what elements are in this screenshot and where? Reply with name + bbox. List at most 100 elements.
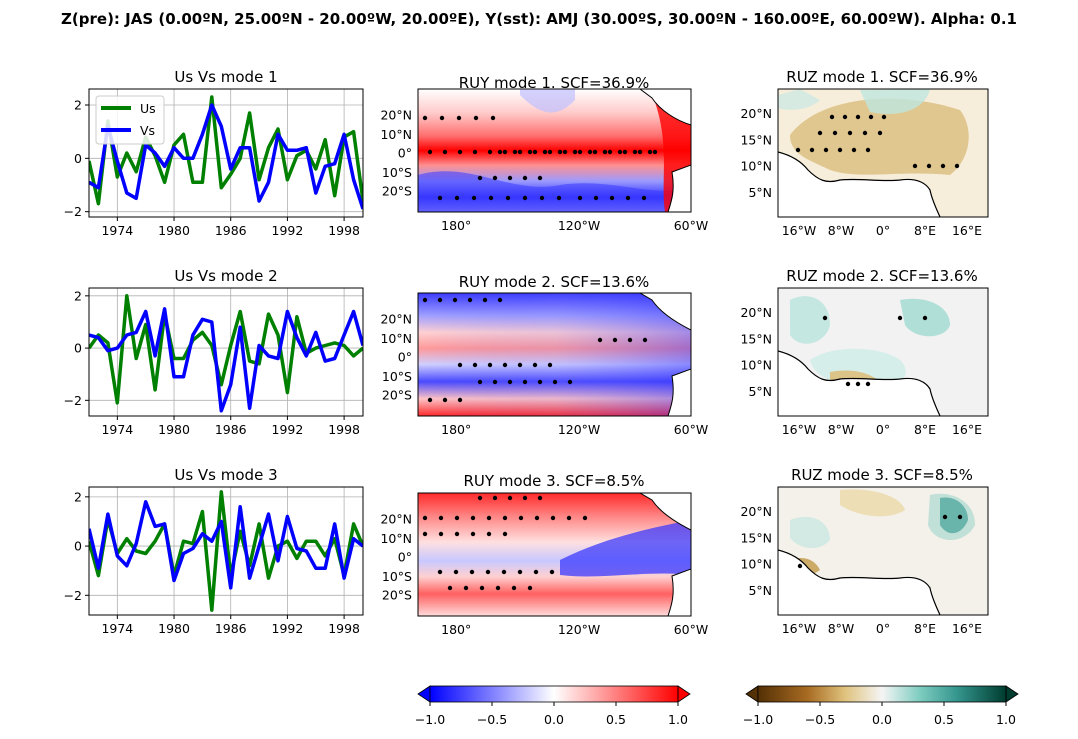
y-tick-label: 20°N	[740, 305, 772, 320]
sst-cold-band	[560, 520, 691, 577]
ruz-title-mode-3: RUZ mode 3. SCF=8.5%	[791, 466, 973, 484]
significance-dot	[550, 515, 556, 521]
colorbar-precip: −1.0 −0.5 0.0 0.5 1.0	[743, 685, 1019, 727]
significance-dot	[881, 114, 887, 120]
ts-title-mode-2: Us Vs mode 2	[174, 267, 277, 285]
y-tick-label: 5°N	[748, 583, 772, 598]
ruy-title-mode-1: RUY mode 1. SCF=36.9%	[459, 74, 650, 92]
significance-dot	[829, 114, 835, 120]
significance-dot	[457, 149, 463, 155]
significance-dot	[957, 514, 963, 520]
coastline	[778, 549, 941, 615]
colorbar-extend-high	[1005, 685, 1019, 703]
x-tick-label: 1992	[272, 621, 304, 636]
series-line-vs	[89, 307, 363, 413]
sst-cold-east	[418, 293, 691, 416]
x-tick-label: 1980	[158, 223, 190, 238]
significance-dot	[823, 147, 829, 153]
significance-dot	[486, 531, 492, 537]
map-frame	[417, 492, 692, 617]
significance-dot	[652, 149, 658, 155]
ocean	[778, 152, 940, 217]
significance-dot	[438, 515, 444, 521]
significance-dot	[517, 149, 523, 155]
x-tick-label: 1992	[272, 422, 304, 437]
y-tick-label: 5°N	[748, 384, 772, 399]
legend-label-vs: Vs	[140, 123, 155, 138]
significance-dot	[487, 362, 493, 368]
y-tick-label: 0°	[398, 145, 412, 160]
significance-dot	[502, 531, 508, 537]
significance-dot	[922, 315, 928, 321]
significance-dot	[479, 585, 485, 591]
significance-dot	[437, 195, 443, 201]
significance-dot	[422, 515, 428, 521]
significance-dot	[612, 337, 618, 343]
significance-dot	[527, 149, 533, 155]
significance-dot	[865, 381, 871, 387]
ruz-title-mode-2: RUZ mode 2. SCF=13.6%	[786, 267, 977, 285]
x-tick-label: 1998	[328, 223, 360, 238]
significance-dot	[492, 379, 498, 385]
significance-dot	[517, 569, 523, 575]
significance-dot	[522, 495, 528, 501]
ts-axes-frame	[88, 287, 364, 417]
colorbar-tick-label: 1.0	[668, 712, 688, 727]
ts-panel-mode-3: Us Vs mode 3 1974 1980 1986 1992 1998 −2 0 2	[64, 466, 364, 636]
significance-dot	[642, 337, 648, 343]
x-tick-label: 16°E	[952, 223, 982, 238]
significance-dot	[597, 337, 603, 343]
sst-cold-patch	[520, 89, 575, 113]
map-frame	[777, 88, 989, 218]
x-tick-label: 1992	[272, 223, 304, 238]
significance-dot	[469, 569, 475, 575]
significance-dot	[472, 149, 478, 155]
significance-dot	[470, 531, 476, 537]
series-line-vs	[89, 103, 363, 210]
africa-map-mode-1: RUZ mode 1. SCF=36.9% 16°W 8°W 0° 8°E 16°E 20…	[740, 68, 989, 238]
significance-dot	[617, 149, 623, 155]
y-tick-label: 5°N	[748, 185, 772, 200]
significance-dot	[447, 585, 453, 591]
colorbar-sst: −1.0 −0.5 0.0 0.5 1.0	[415, 685, 691, 727]
significance-dot	[471, 195, 477, 201]
x-tick-label: 8°E	[914, 223, 936, 238]
significance-dot	[507, 495, 513, 501]
significance-dot	[592, 149, 598, 155]
significance-dot	[534, 515, 540, 521]
colorbar-extend-low	[745, 685, 759, 703]
significance-dot	[512, 149, 518, 155]
x-tick-label: 8°E	[914, 621, 936, 636]
colorbar-tick-label: 1.0	[996, 712, 1016, 727]
x-tick-label: 1998	[328, 621, 360, 636]
significance-dot	[954, 163, 960, 169]
x-tick-label: 1980	[158, 621, 190, 636]
significance-dot	[593, 195, 599, 201]
colorbar-tick-label: 0.5	[606, 712, 626, 727]
significance-dot	[537, 379, 543, 385]
x-tick-label: 1986	[215, 621, 247, 636]
significance-dot	[940, 163, 946, 169]
significance-dot	[457, 397, 463, 403]
significance-dot	[482, 297, 488, 303]
y-tick-label: 10°N	[380, 127, 412, 142]
significance-dot	[587, 149, 593, 155]
significance-dot	[442, 149, 448, 155]
significance-dot	[454, 515, 460, 521]
africa-map-mode-3: RUZ mode 3. SCF=8.5% 16°W 8°W 0° 8°E 16°E 20°…	[740, 466, 989, 636]
y-tick-label: 20°N	[380, 107, 412, 122]
significance-dot	[454, 195, 460, 201]
colorbar-extend-low	[417, 685, 431, 703]
significance-dot	[842, 114, 848, 120]
y-tick-label: 20°S	[382, 184, 412, 199]
significance-dot	[477, 175, 483, 181]
x-tick-label: 180°	[441, 218, 471, 233]
ruz-title-mode-1: RUZ mode 1. SCF=36.9%	[786, 68, 977, 86]
ts-axes-frame	[88, 88, 364, 218]
significance-dot	[797, 563, 803, 569]
ts-axes-frame	[88, 486, 364, 616]
significance-dot	[522, 175, 528, 181]
coastline	[778, 151, 941, 217]
significance-dot	[470, 515, 476, 521]
significance-dot	[532, 362, 538, 368]
